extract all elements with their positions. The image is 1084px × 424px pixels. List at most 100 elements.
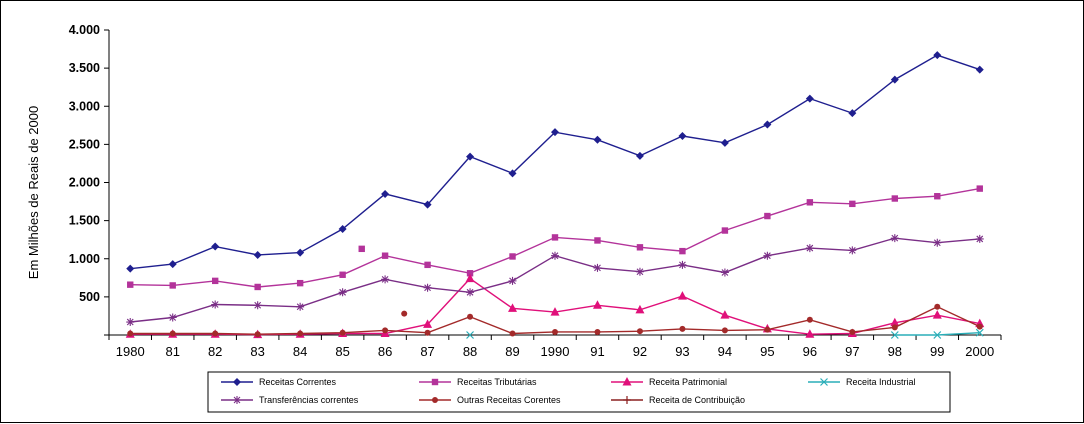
legend-item-receitas-correntes: Receitas Correntes <box>221 377 337 387</box>
data-point <box>339 271 346 278</box>
data-point <box>975 65 984 74</box>
data-point <box>721 327 728 334</box>
x-tick-label: 2000 <box>965 344 994 359</box>
data-point <box>168 260 177 269</box>
data-point <box>890 234 899 243</box>
x-tick-label: 98 <box>888 344 902 359</box>
legend-label: Receitas Tributárias <box>457 377 537 387</box>
data-point <box>127 281 134 288</box>
data-point <box>169 330 176 337</box>
data-point <box>423 200 432 209</box>
legend-marker <box>432 397 438 403</box>
legend: Receitas Correntes Receitas Tributárias Re… <box>207 371 951 413</box>
data-point <box>934 193 941 200</box>
data-point <box>594 237 601 244</box>
plot-area <box>125 51 985 339</box>
data-point <box>975 234 984 243</box>
data-point <box>593 135 602 144</box>
data-point <box>932 310 942 319</box>
y-tick-label: 1.000 <box>69 252 100 266</box>
data-point <box>849 200 856 208</box>
data-point <box>635 304 645 314</box>
series-outras-receitas-corentes <box>127 303 983 338</box>
y-tick-label: 4.000 <box>69 23 100 37</box>
data-point <box>805 244 814 253</box>
data-point <box>424 261 431 269</box>
data-point <box>848 246 857 255</box>
outlier-point <box>358 245 365 253</box>
data-point <box>891 324 898 331</box>
data-point <box>890 75 899 84</box>
legend-item-transferencias-correntes: Transferências correntes <box>221 395 359 405</box>
x-tick-label: 81 <box>165 344 179 359</box>
y-tick-label: 3.000 <box>69 99 100 113</box>
x-tick-label: 91 <box>590 344 604 359</box>
data-point <box>424 329 431 336</box>
x-tick-label: 86 <box>378 344 392 359</box>
legend-item-receita-de-contribuicao: Receita de Contribuição <box>611 395 745 405</box>
data-point <box>509 253 516 260</box>
x-tick-label: 1990 <box>541 344 570 359</box>
x-tick-label: 99 <box>930 344 944 359</box>
data-point <box>212 330 219 337</box>
data-point <box>805 329 815 338</box>
series-receitas-correntes <box>126 51 984 273</box>
data-point <box>381 275 390 284</box>
data-point <box>890 317 900 327</box>
axes <box>104 29 1002 340</box>
data-point <box>338 288 347 297</box>
data-point <box>126 264 135 273</box>
y-axis-label: Em Milhões de Reais de 2000 <box>26 106 41 279</box>
data-point <box>550 307 560 316</box>
x-tick-label: 1980 <box>116 344 145 359</box>
data-point <box>679 325 686 332</box>
data-point <box>933 331 942 339</box>
data-point <box>381 252 389 259</box>
data-point <box>679 247 686 255</box>
x-tick-label: 84 <box>293 344 307 359</box>
data-point <box>508 276 517 285</box>
data-point <box>720 310 730 319</box>
x-tick-label: 88 <box>463 344 477 359</box>
data-point <box>509 330 516 337</box>
legend-label: Receita de Contribuição <box>649 395 745 405</box>
x-tick-label: 89 <box>505 344 519 359</box>
x-tick-label: 96 <box>803 344 817 359</box>
data-point <box>211 277 219 285</box>
outlier-point <box>401 310 408 317</box>
data-point <box>168 313 177 322</box>
data-point <box>296 302 305 311</box>
data-point <box>551 128 559 137</box>
data-point <box>764 326 771 333</box>
y-tick-labels: 500 1.000 1.500 2.000 2.500 3.000 3.500 4.000 <box>69 23 100 304</box>
legend-label: Receitas Correntes <box>259 377 337 387</box>
x-tick-label: 93 <box>675 344 689 359</box>
data-point <box>933 238 942 247</box>
data-point <box>466 152 475 161</box>
data-point <box>806 199 814 206</box>
legend-label: Transferências correntes <box>259 395 359 405</box>
data-point <box>169 282 176 289</box>
data-point <box>594 328 601 335</box>
data-point <box>764 212 771 220</box>
data-point <box>508 169 517 178</box>
data-point <box>211 242 220 251</box>
data-point <box>593 263 602 272</box>
legend-marker <box>233 378 241 386</box>
data-point <box>678 131 687 140</box>
y-tick-label: 3.500 <box>69 61 100 75</box>
data-point <box>806 316 813 323</box>
series-receita-industrial <box>466 328 984 339</box>
data-point <box>934 303 941 310</box>
data-point <box>551 234 559 241</box>
data-point <box>253 301 262 310</box>
x-tick-label: 87 <box>420 344 434 359</box>
data-point <box>636 328 643 335</box>
data-point <box>848 109 857 118</box>
data-point <box>253 250 262 259</box>
data-point <box>635 267 644 276</box>
data-point <box>508 303 518 312</box>
data-point <box>338 225 347 234</box>
legend-label: Outras Receitas Corentes <box>457 395 561 405</box>
